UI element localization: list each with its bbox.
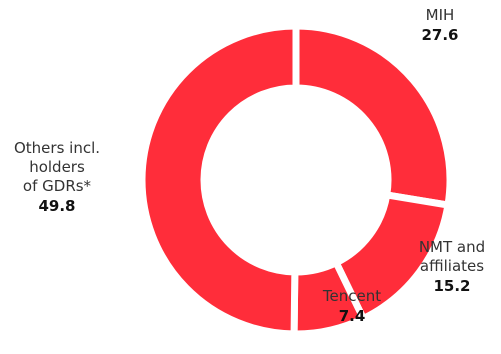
slice-name-line: Others incl. <box>14 139 100 157</box>
slice-value: 49.8 <box>38 197 75 215</box>
slice-name-line: NMT and <box>419 238 485 256</box>
slice-label-2: Tencent 7.4 <box>322 287 381 325</box>
slice-name-line: holders <box>29 158 85 176</box>
segment-labels: MIH 27.6 NMT and affiliates 15.2 Tencent 7.4 Ot… <box>14 6 485 325</box>
slice-label-3: Others incl. holders of GDRs* 49.8 <box>14 139 100 215</box>
slice-value: 27.6 <box>421 26 458 44</box>
slice-value: 15.2 <box>433 277 470 295</box>
donut-slice-3 <box>138 22 300 338</box>
slice-name-line: Tencent <box>322 287 381 305</box>
slice-name-line: affiliates <box>420 257 484 275</box>
slice-label-1: NMT and affiliates 15.2 <box>419 238 485 295</box>
donut-slice-0 <box>292 22 454 210</box>
slice-value: 7.4 <box>339 307 366 325</box>
slice-label-0: MIH 27.6 <box>421 6 458 44</box>
donut-segments <box>138 22 454 338</box>
slice-name-line: MIH <box>426 6 455 24</box>
slice-name-line: of GDRs* <box>23 177 92 195</box>
